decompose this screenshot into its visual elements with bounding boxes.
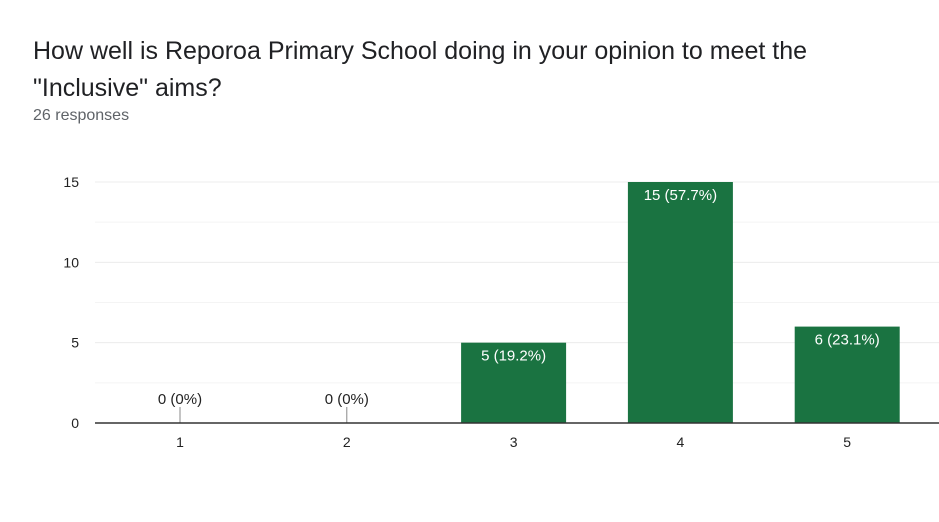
y-tick-label: 10 bbox=[63, 254, 79, 270]
x-tick-label: 5 bbox=[843, 434, 851, 450]
bar-data-label: 0 (0%) bbox=[158, 391, 202, 408]
x-tick-label: 4 bbox=[677, 434, 685, 450]
x-tick-label: 1 bbox=[176, 434, 184, 450]
bar bbox=[794, 326, 900, 423]
x-tick-label: 2 bbox=[343, 434, 351, 450]
y-tick-label: 0 bbox=[71, 415, 79, 431]
y-tick-label: 5 bbox=[71, 335, 79, 351]
bar bbox=[627, 182, 733, 423]
bar-data-label: 6 (23.1%) bbox=[815, 332, 880, 349]
bar bbox=[461, 342, 567, 423]
y-tick-label: 15 bbox=[63, 174, 79, 190]
bar-data-label: 15 (57.7%) bbox=[644, 187, 717, 204]
bar-data-label: 5 (19.2%) bbox=[481, 348, 546, 365]
question-title: How well is Reporoa Primary School doing… bbox=[33, 37, 807, 102]
bar-data-label: 0 (0%) bbox=[325, 391, 369, 408]
response-count: 26 responses bbox=[33, 107, 130, 124]
x-tick-label: 3 bbox=[510, 434, 518, 450]
